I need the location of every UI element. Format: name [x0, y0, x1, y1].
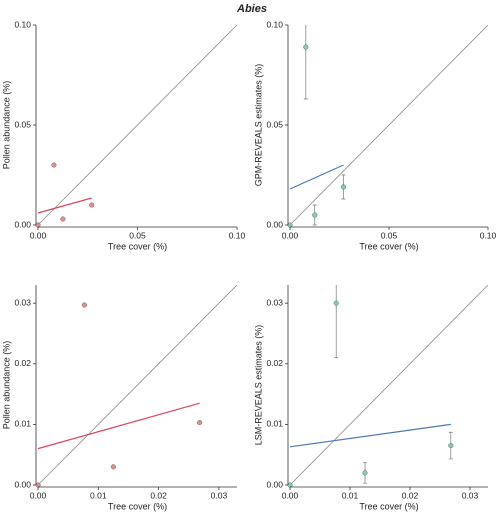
y-axis-label: LSM-REVEALS estimates (%) [253, 325, 263, 446]
y-tick-label: 0.01 [14, 419, 31, 429]
y-tick-label: 0.05 [266, 119, 283, 129]
one-to-one-line [37, 285, 238, 486]
y-tick-label: 0.00 [266, 219, 283, 229]
y-tick-label: 0.00 [14, 479, 31, 489]
fit-line [289, 423, 451, 448]
fit-line [37, 402, 200, 450]
y-tick-label: 0.10 [266, 19, 283, 29]
y-tick-label: 0.05 [14, 119, 31, 129]
point [340, 184, 347, 190]
point [51, 162, 57, 168]
panel [287, 285, 489, 488]
x-tick-label: 0.03 [462, 490, 479, 500]
point [81, 302, 87, 308]
x-tick-label: 0.00 [30, 230, 47, 240]
y-tick-label: 0.01 [266, 419, 283, 429]
y-tick-label: 0.03 [14, 297, 31, 307]
fit-line [289, 164, 344, 190]
y-axis-label: Pollen abundance (%) [1, 81, 11, 170]
x-tick-label: 0.02 [150, 490, 167, 500]
x-tick-label: 0.01 [90, 490, 107, 500]
y-tick-label: 0.03 [266, 297, 283, 307]
point [197, 420, 203, 426]
y-axis-label: Pollen abundance (%) [1, 341, 11, 430]
fit-line [37, 197, 92, 214]
x-axis-label: Tree cover (%) [359, 241, 418, 251]
one-to-one-line [289, 25, 489, 226]
one-to-one-line [37, 25, 238, 226]
point [448, 443, 454, 449]
point [110, 464, 116, 470]
x-axis-label: Tree cover (%) [108, 241, 167, 251]
x-tick-label: 0.03 [211, 490, 228, 500]
y-tick-label: 0.10 [14, 19, 31, 29]
panel [287, 25, 489, 228]
point [333, 300, 339, 306]
x-axis-label: Tree cover (%) [359, 501, 418, 511]
figure-title: Abies [236, 3, 267, 15]
x-tick-label: 0.10 [480, 230, 497, 240]
point [362, 470, 368, 476]
x-axis-label: Tree cover (%) [108, 501, 167, 511]
x-tick-label: 0.02 [402, 490, 419, 500]
point [60, 216, 66, 222]
x-tick-label: 0.00 [282, 490, 299, 500]
panel [35, 285, 238, 488]
one-to-one-line [289, 285, 489, 486]
point [89, 202, 95, 208]
y-axis-label: GPM-REVEALS estimates (%) [253, 64, 263, 187]
point [312, 212, 318, 218]
panel [35, 25, 238, 228]
point [303, 44, 309, 50]
y-tick-label: 0.02 [266, 358, 283, 368]
x-tick-label: 0.10 [229, 230, 246, 240]
y-tick-label: 0.02 [14, 358, 31, 368]
y-tick-label: 0.00 [14, 219, 31, 229]
x-tick-label: 0.00 [282, 230, 299, 240]
x-tick-label: 0.05 [381, 230, 398, 240]
x-tick-label: 0.01 [342, 490, 359, 500]
y-tick-label: 0.00 [266, 479, 283, 489]
x-tick-label: 0.05 [129, 230, 146, 240]
x-tick-label: 0.00 [30, 490, 47, 500]
